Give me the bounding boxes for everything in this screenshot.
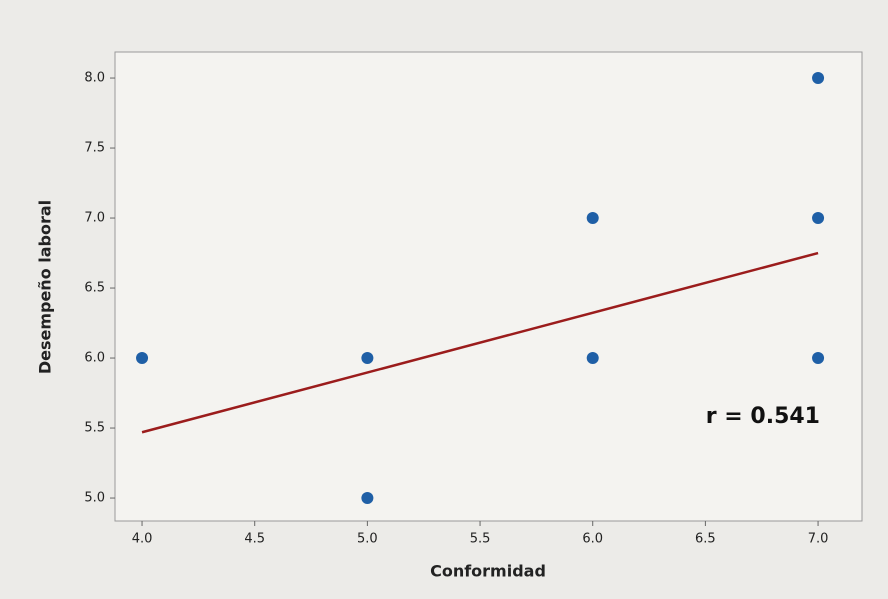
point (136, 352, 149, 365)
y-tick-label: 6.5 (84, 281, 105, 296)
point (361, 492, 374, 505)
y-tick-label: 5.5 (84, 421, 105, 436)
y-tick-label: 8.0 (84, 71, 105, 86)
annotation: r = 0.541 (706, 404, 820, 429)
x-tick-label: 4.0 (132, 532, 153, 547)
point (812, 352, 825, 365)
point (812, 72, 825, 85)
fit-line (141, 251, 819, 434)
y-tick-label: 7.0 (84, 211, 105, 226)
x-tick-label: 5.5 (470, 532, 491, 547)
point (586, 212, 599, 225)
x-tick-label: 6.5 (695, 532, 716, 547)
point (812, 212, 825, 225)
x-axis-label: Conformidad (430, 562, 546, 581)
x-tick-label: 5.0 (357, 532, 378, 547)
point (586, 352, 599, 365)
x-tick-label: 7.0 (808, 532, 829, 547)
y-tick-label: 5.0 (84, 491, 105, 506)
x-tick-label: 4.5 (244, 532, 265, 547)
y-tick-label: 7.5 (84, 141, 105, 156)
y-tick-label: 6.0 (84, 351, 105, 366)
point (361, 352, 374, 365)
y-axis-label: Desempeño laboral (36, 200, 55, 374)
plot-area (114, 51, 863, 522)
x-tick-label: 6.0 (582, 532, 603, 547)
